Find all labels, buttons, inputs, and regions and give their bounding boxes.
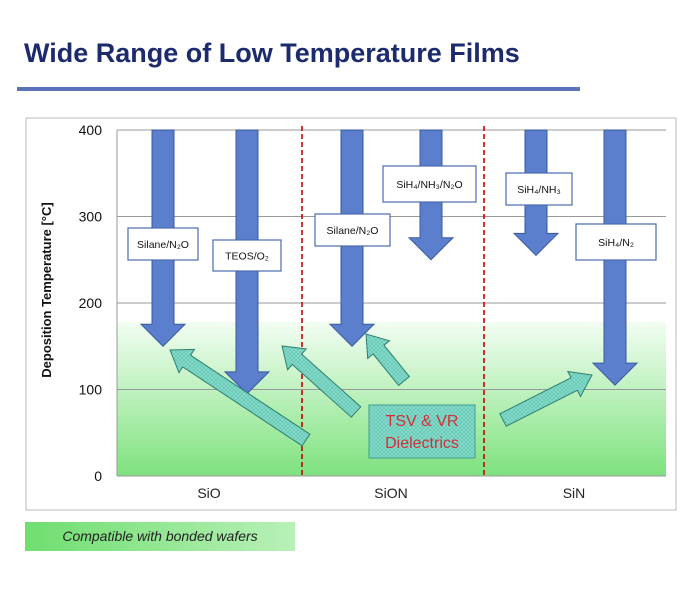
film-arrow: SiH₄/NH₃ [505,129,573,257]
annotation-pointer-arrow [281,345,362,418]
film-label-box [505,172,573,206]
film-arrow: Silane/N₂O [314,129,391,347]
annotation-line-2: Dielectrics [385,435,459,452]
x-category-label: SiON [374,485,407,501]
film-label: SiH₄/NH₃/N₂O [396,179,462,191]
film-label-box [382,165,477,203]
annotation-line-1: TSV & VR [386,413,459,430]
annotation-box [368,404,476,459]
film-arrow: SiH₄/N₂ [575,129,657,386]
annotation-pointer-arrow [169,348,311,447]
film-arrow: Silane/N₂O [127,129,199,347]
film-label-box [212,239,282,272]
film-arrow: SiH₄/NH₃/N₂O [382,129,477,261]
y-tick-label: 100 [79,382,103,398]
compatibility-badge: Compatible with bonded wafers [25,522,295,551]
film-label: Silane/N₂O [327,225,379,237]
y-tick-label: 0 [94,468,102,484]
film-label: SiH₄/N₂ [598,237,634,249]
annotation-pointer-arrow [499,370,593,427]
deposition-temperature-chart: 0 100 200 300 400 Silane/N₂O TEOS/O₂ Silane/N₂… [25,117,677,511]
film-arrow: TEOS/O₂ [212,129,282,395]
compatibility-badge-text: Compatible with bonded wafers [62,528,258,544]
x-category-label: SiO [197,485,220,501]
film-label-box [575,223,657,261]
film-label-box [127,227,199,261]
y-tick-label: 200 [79,295,103,311]
film-label: Silane/N₂O [137,239,189,251]
film-label: SiH₄/NH₃ [517,184,561,196]
y-tick-label: 300 [79,209,103,225]
y-axis-label: Deposition Temperature [°C] [39,202,54,377]
title-underline [17,87,580,91]
x-category-label: SiN [563,485,586,501]
slide-title: Wide Range of Low Temperature Films [24,38,520,68]
film-label-box [314,213,391,247]
y-tick-label: 400 [79,122,103,138]
film-label: TEOS/O₂ [225,251,269,263]
annotation-pointer-arrow [365,333,411,387]
